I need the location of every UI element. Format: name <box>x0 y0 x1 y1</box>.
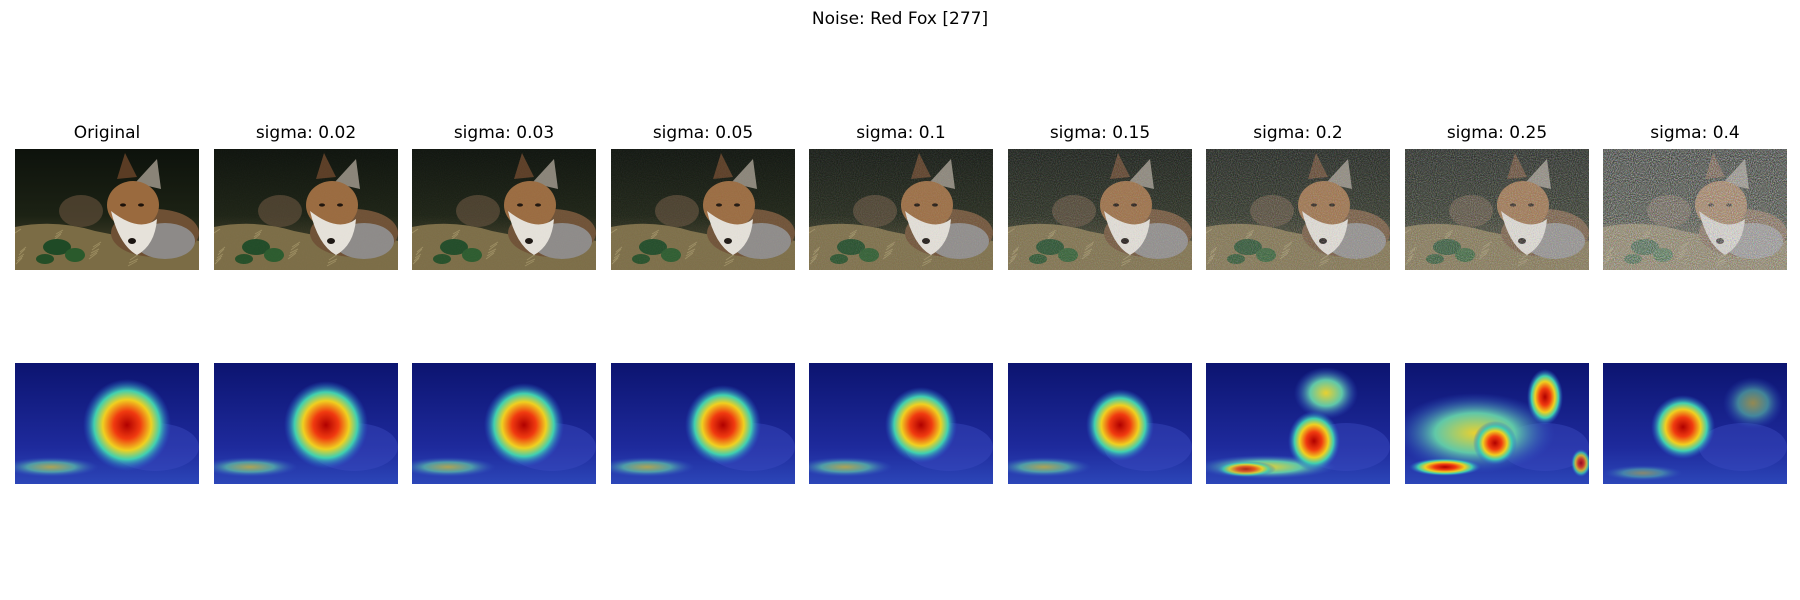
saliency-heatmap <box>1603 363 1787 484</box>
noisy-fox-image <box>1603 149 1787 270</box>
column-title: sigma: 0.03 <box>453 123 555 143</box>
saliency-heatmap <box>1206 363 1390 484</box>
column-title: sigma: 0.02 <box>255 123 357 143</box>
noisy-fox-image <box>214 149 398 270</box>
noisy-fox-image <box>412 149 596 270</box>
figure-title: Noise: Red Fox [277] <box>811 9 989 29</box>
saliency-heatmap <box>412 363 596 484</box>
column-title: sigma: 0.25 <box>1446 123 1548 143</box>
noisy-fox-image <box>15 149 199 270</box>
column-title: Original <box>73 123 141 143</box>
column-title: sigma: 0.4 <box>1650 123 1740 143</box>
saliency-heatmap <box>214 363 398 484</box>
saliency-heatmap <box>1405 363 1589 484</box>
column-title: sigma: 0.05 <box>652 123 754 143</box>
noisy-fox-image <box>1008 149 1192 270</box>
saliency-heatmap <box>611 363 795 484</box>
noisy-fox-image <box>611 149 795 270</box>
saliency-heatmap <box>15 363 199 484</box>
column-title: sigma: 0.2 <box>1253 123 1343 143</box>
column-title: sigma: 0.1 <box>856 123 946 143</box>
column-title: sigma: 0.15 <box>1049 123 1151 143</box>
noisy-fox-image <box>1206 149 1390 270</box>
saliency-heatmap <box>809 363 993 484</box>
noisy-fox-image <box>809 149 993 270</box>
saliency-heatmap <box>1008 363 1192 484</box>
noisy-fox-image <box>1405 149 1589 270</box>
